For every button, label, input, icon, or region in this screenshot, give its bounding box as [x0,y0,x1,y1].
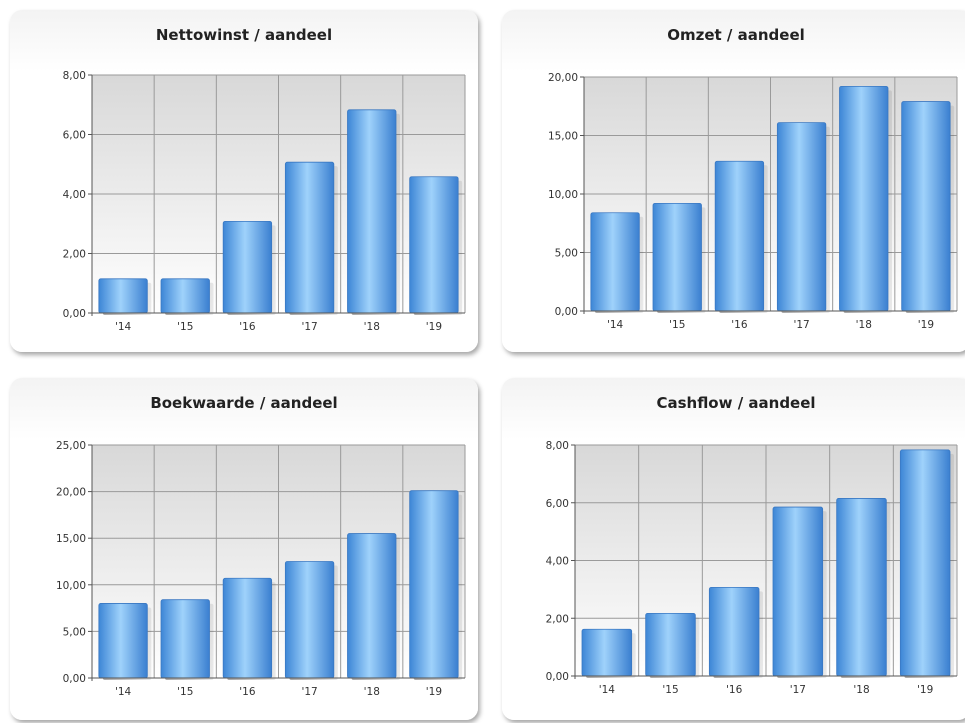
bar [347,109,397,314]
bar [645,612,696,677]
y-tick-label: 20,00 [56,487,86,499]
x-tick-label: '16 [239,321,256,333]
bar [98,603,148,679]
y-tick-label: 5,00 [555,248,578,260]
chart-panel-omzet: Omzet / aandeel 0,00 5,00 10,00 15,00 20,00 '… [502,10,965,352]
x-tick-label: '19 [426,686,442,698]
y-tick-label: 6,00 [546,498,569,510]
x-tick-label: '15 [177,686,193,698]
chart-panel-cashflow: Cashflow / aandeel 0,00 2,00 4,00 6,00 8,00 '… [502,378,965,720]
x-tick-label: '15 [177,321,193,333]
x-tick-label: '18 [364,686,380,698]
bar [772,506,824,677]
y-tick-label: 15,00 [548,131,578,143]
bar [409,490,459,679]
bar [652,202,702,312]
chart-title: Omzet / aandeel [667,26,805,44]
chart-panel-nettowinst: Nettowinst / aandeel 0,00 2,00 4,00 6,00 8,0… [10,10,478,352]
bar [222,220,273,314]
chart-title: Cashflow / aandeel [656,394,816,412]
bar [409,176,459,314]
x-tick-label: '16 [726,684,743,696]
chart-title: Nettowinst / aandeel [155,26,333,44]
x-tick-label: '16 [239,686,256,698]
y-tick-label: 4,00 [63,189,86,201]
y-tick-label: 0,00 [63,673,86,685]
bar [714,160,765,312]
bar [347,533,397,679]
bar [98,278,148,314]
y-tick-label: 15,00 [56,533,86,545]
x-tick-label: '14 [607,319,624,331]
y-tick-label: 10,00 [548,189,578,201]
x-tick-label: '14 [115,321,132,333]
bar [901,101,951,312]
x-tick-label: '16 [731,319,748,331]
chart-panel-boekwaarde: Boekwaarde / aandeel 0,00 5,00 10,00 15,00 2… [10,378,478,720]
bar [836,498,887,677]
bar-chart-svg: 0,00 2,00 4,00 6,00 8,00 '14 '15 '16 '17 '18 '19 [546,440,958,696]
bar [776,122,827,312]
y-tick-label: 20,00 [548,72,578,84]
x-tick-label: '14 [115,686,132,698]
y-tick-label: 6,00 [63,130,86,142]
x-tick-label: '15 [669,319,685,331]
x-tick-label: '19 [917,684,933,696]
y-tick-label: 8,00 [63,70,86,82]
bar [222,577,273,679]
x-tick-label: '17 [301,321,317,333]
x-tick-label: '18 [364,321,380,333]
bar [581,628,633,677]
bar-chart-svg: 0,00 5,00 10,00 15,00 20,00 25,00 '14 '15 '16 '17… [56,440,466,698]
y-tick-label: 5,00 [63,626,86,638]
chart-title: Boekwaarde / aandeel [150,394,338,412]
bar [160,278,210,314]
y-tick-label: 0,00 [546,671,569,683]
y-tick-label: 2,00 [63,249,86,261]
bar-chart-svg: 0,00 2,00 4,00 6,00 8,00 '14 '15 '16 '17 '18 '19 [63,70,466,333]
bar [160,599,210,679]
bar [708,586,760,677]
y-tick-label: 2,00 [546,613,569,625]
y-tick-label: 0,00 [63,308,86,320]
y-tick-label: 8,00 [546,440,569,452]
y-tick-label: 4,00 [546,556,569,568]
x-tick-label: '18 [856,319,872,331]
y-tick-label: 0,00 [555,306,578,318]
bar [590,212,640,312]
x-tick-label: '17 [793,319,809,331]
y-tick-label: 10,00 [56,580,86,592]
x-tick-label: '19 [918,319,934,331]
bar-chart-svg: 0,00 5,00 10,00 15,00 20,00 '14 '15 '16 '17 '18 '1… [548,72,958,331]
y-tick-label: 25,00 [56,440,86,452]
x-tick-label: '14 [599,684,616,696]
x-tick-label: '15 [662,684,678,696]
bar [899,449,951,677]
x-tick-label: '17 [790,684,806,696]
bar [284,161,335,314]
x-tick-label: '18 [853,684,869,696]
x-tick-label: '19 [426,321,442,333]
bar [284,561,335,679]
bar [839,85,889,312]
x-tick-label: '17 [301,686,317,698]
